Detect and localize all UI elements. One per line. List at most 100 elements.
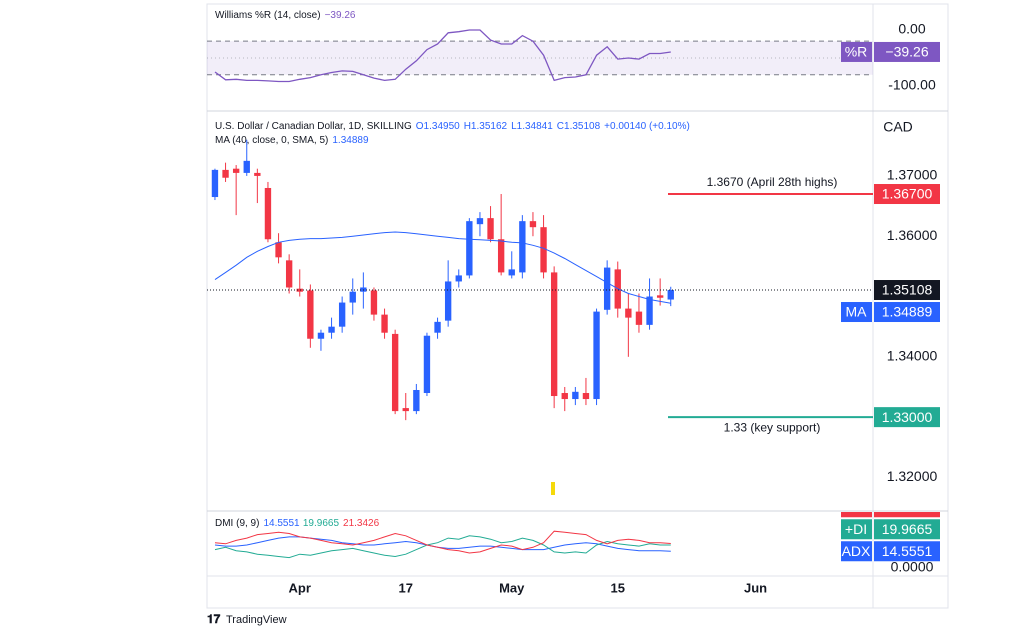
candle-body <box>550 272 558 397</box>
badge-value: 1.34889 <box>882 304 933 320</box>
legend-item: U.S. Dollar / Canadian Dollar, 1D, SKILL… <box>215 121 412 132</box>
ma-line <box>214 231 671 304</box>
candle-body <box>497 239 505 273</box>
candle-body <box>635 311 643 325</box>
y-tick-label: 1.34000 <box>887 348 938 364</box>
badge-value: −39.26 <box>885 44 928 60</box>
badge-box <box>874 280 940 301</box>
legend-item: DMI (9, 9) <box>215 518 259 529</box>
candle-body <box>254 172 261 176</box>
candle-body <box>264 187 272 240</box>
y-tick-label: 0.0000 <box>891 559 934 575</box>
badge-box <box>874 184 940 205</box>
candle-body <box>232 168 240 173</box>
badge-value: 14.5551 <box>882 543 933 559</box>
candle-body <box>561 393 568 400</box>
candle-body <box>434 321 441 333</box>
y-tick-label: 1.32000 <box>887 468 938 484</box>
badge-name: MA <box>846 304 868 320</box>
badge-box <box>874 541 940 562</box>
candle-body <box>646 296 653 325</box>
dmi-line <box>214 530 671 554</box>
candle-body <box>349 291 356 303</box>
candle-body <box>222 169 229 178</box>
legend-item: O1.34950 <box>416 121 460 132</box>
candle-body <box>275 242 282 258</box>
legend: MA (40, close, 0, SMA, 5) 1.34889 <box>215 135 369 146</box>
candle-body <box>466 221 473 276</box>
x-tick-label: 15 <box>611 580 625 595</box>
candle-body <box>296 288 303 292</box>
logo: 𝟏𝟕 <box>207 612 221 626</box>
branding-text: TradingView <box>226 614 287 626</box>
williams-line <box>214 29 671 83</box>
candle-body <box>476 218 484 225</box>
x-tick-label: May <box>499 580 525 595</box>
candle-body <box>540 227 547 273</box>
candle-body <box>519 221 526 273</box>
candle-body <box>487 218 494 240</box>
badge-value: 19.9665 <box>882 521 933 537</box>
legend: Williams %R (14, close) −39.26 <box>215 10 356 21</box>
event-marker <box>551 482 555 495</box>
candle-body <box>285 260 293 288</box>
legend-item: 21.3426 <box>343 518 380 529</box>
currency-label: CAD <box>883 119 913 135</box>
annotation-text: 1.33 (key support) <box>724 420 821 434</box>
badge-name-box <box>841 541 872 562</box>
badge-name: ADX <box>842 543 871 559</box>
legend-item: 1.34889 <box>332 135 369 146</box>
badge-name-box <box>841 519 872 540</box>
badge-name: -DI <box>847 499 866 515</box>
candle-body <box>211 169 219 198</box>
dmi-line <box>214 535 671 559</box>
badge-value: 1.33000 <box>882 409 933 425</box>
candle-body <box>582 393 590 400</box>
legend-item: L1.34841 <box>511 121 553 132</box>
candle-body <box>455 275 462 282</box>
candle-body <box>444 281 452 321</box>
candle-body <box>572 391 579 400</box>
candle-body <box>381 314 388 333</box>
badge-value: 1.35108 <box>882 282 933 298</box>
candle-body <box>391 333 399 412</box>
x-tick-label: Apr <box>289 580 311 595</box>
candle-body <box>667 290 674 300</box>
badge-box <box>874 302 940 323</box>
candle-body <box>656 295 664 298</box>
x-tick-label: 17 <box>399 580 413 595</box>
dmi-line <box>214 536 671 552</box>
legend-item: MA (40, close, 0, SMA, 5) <box>215 135 328 146</box>
badge-box <box>874 512 940 518</box>
candle-body <box>317 332 325 339</box>
badge-name-box <box>841 512 872 518</box>
candle-body <box>370 290 378 315</box>
y-tick-label: 0.00 <box>898 21 925 37</box>
legend-item: +0.00140 (+0.10%) <box>604 121 690 132</box>
legend: DMI (9, 9) 14.5551 19.9665 21.3426 <box>215 518 380 529</box>
badge-box <box>874 407 940 428</box>
badge-box <box>874 41 940 62</box>
candle-body <box>508 269 515 276</box>
y-tick-label: -100.00 <box>888 77 936 93</box>
candle-body <box>529 221 537 228</box>
branding: 𝟏𝟕 TradingView <box>207 612 287 626</box>
badge-name: %R <box>845 44 868 60</box>
candle-body <box>413 389 420 412</box>
y-tick-label: 1.37000 <box>887 167 938 183</box>
badge-value: 21.3426 <box>882 499 933 515</box>
legend-item: 19.9665 <box>303 518 340 529</box>
candle-body <box>423 335 431 394</box>
candle-body <box>307 290 314 339</box>
candle-body <box>243 160 250 173</box>
legend-item: C1.35108 <box>557 121 601 132</box>
candle-body <box>625 308 632 318</box>
candle-body <box>402 408 409 412</box>
badge-name: +DI <box>845 521 867 537</box>
frame <box>206 3 949 609</box>
y-tick-label: 1.36000 <box>887 227 938 243</box>
dmi-pane: 14.5551 ADX 19.9665 +DI 21.3426 -DI <box>214 499 940 562</box>
legend: U.S. Dollar / Canadian Dollar, 1D, SKILL… <box>215 121 690 132</box>
x-tick-label: Jun <box>744 580 767 595</box>
candle-body <box>338 302 346 327</box>
